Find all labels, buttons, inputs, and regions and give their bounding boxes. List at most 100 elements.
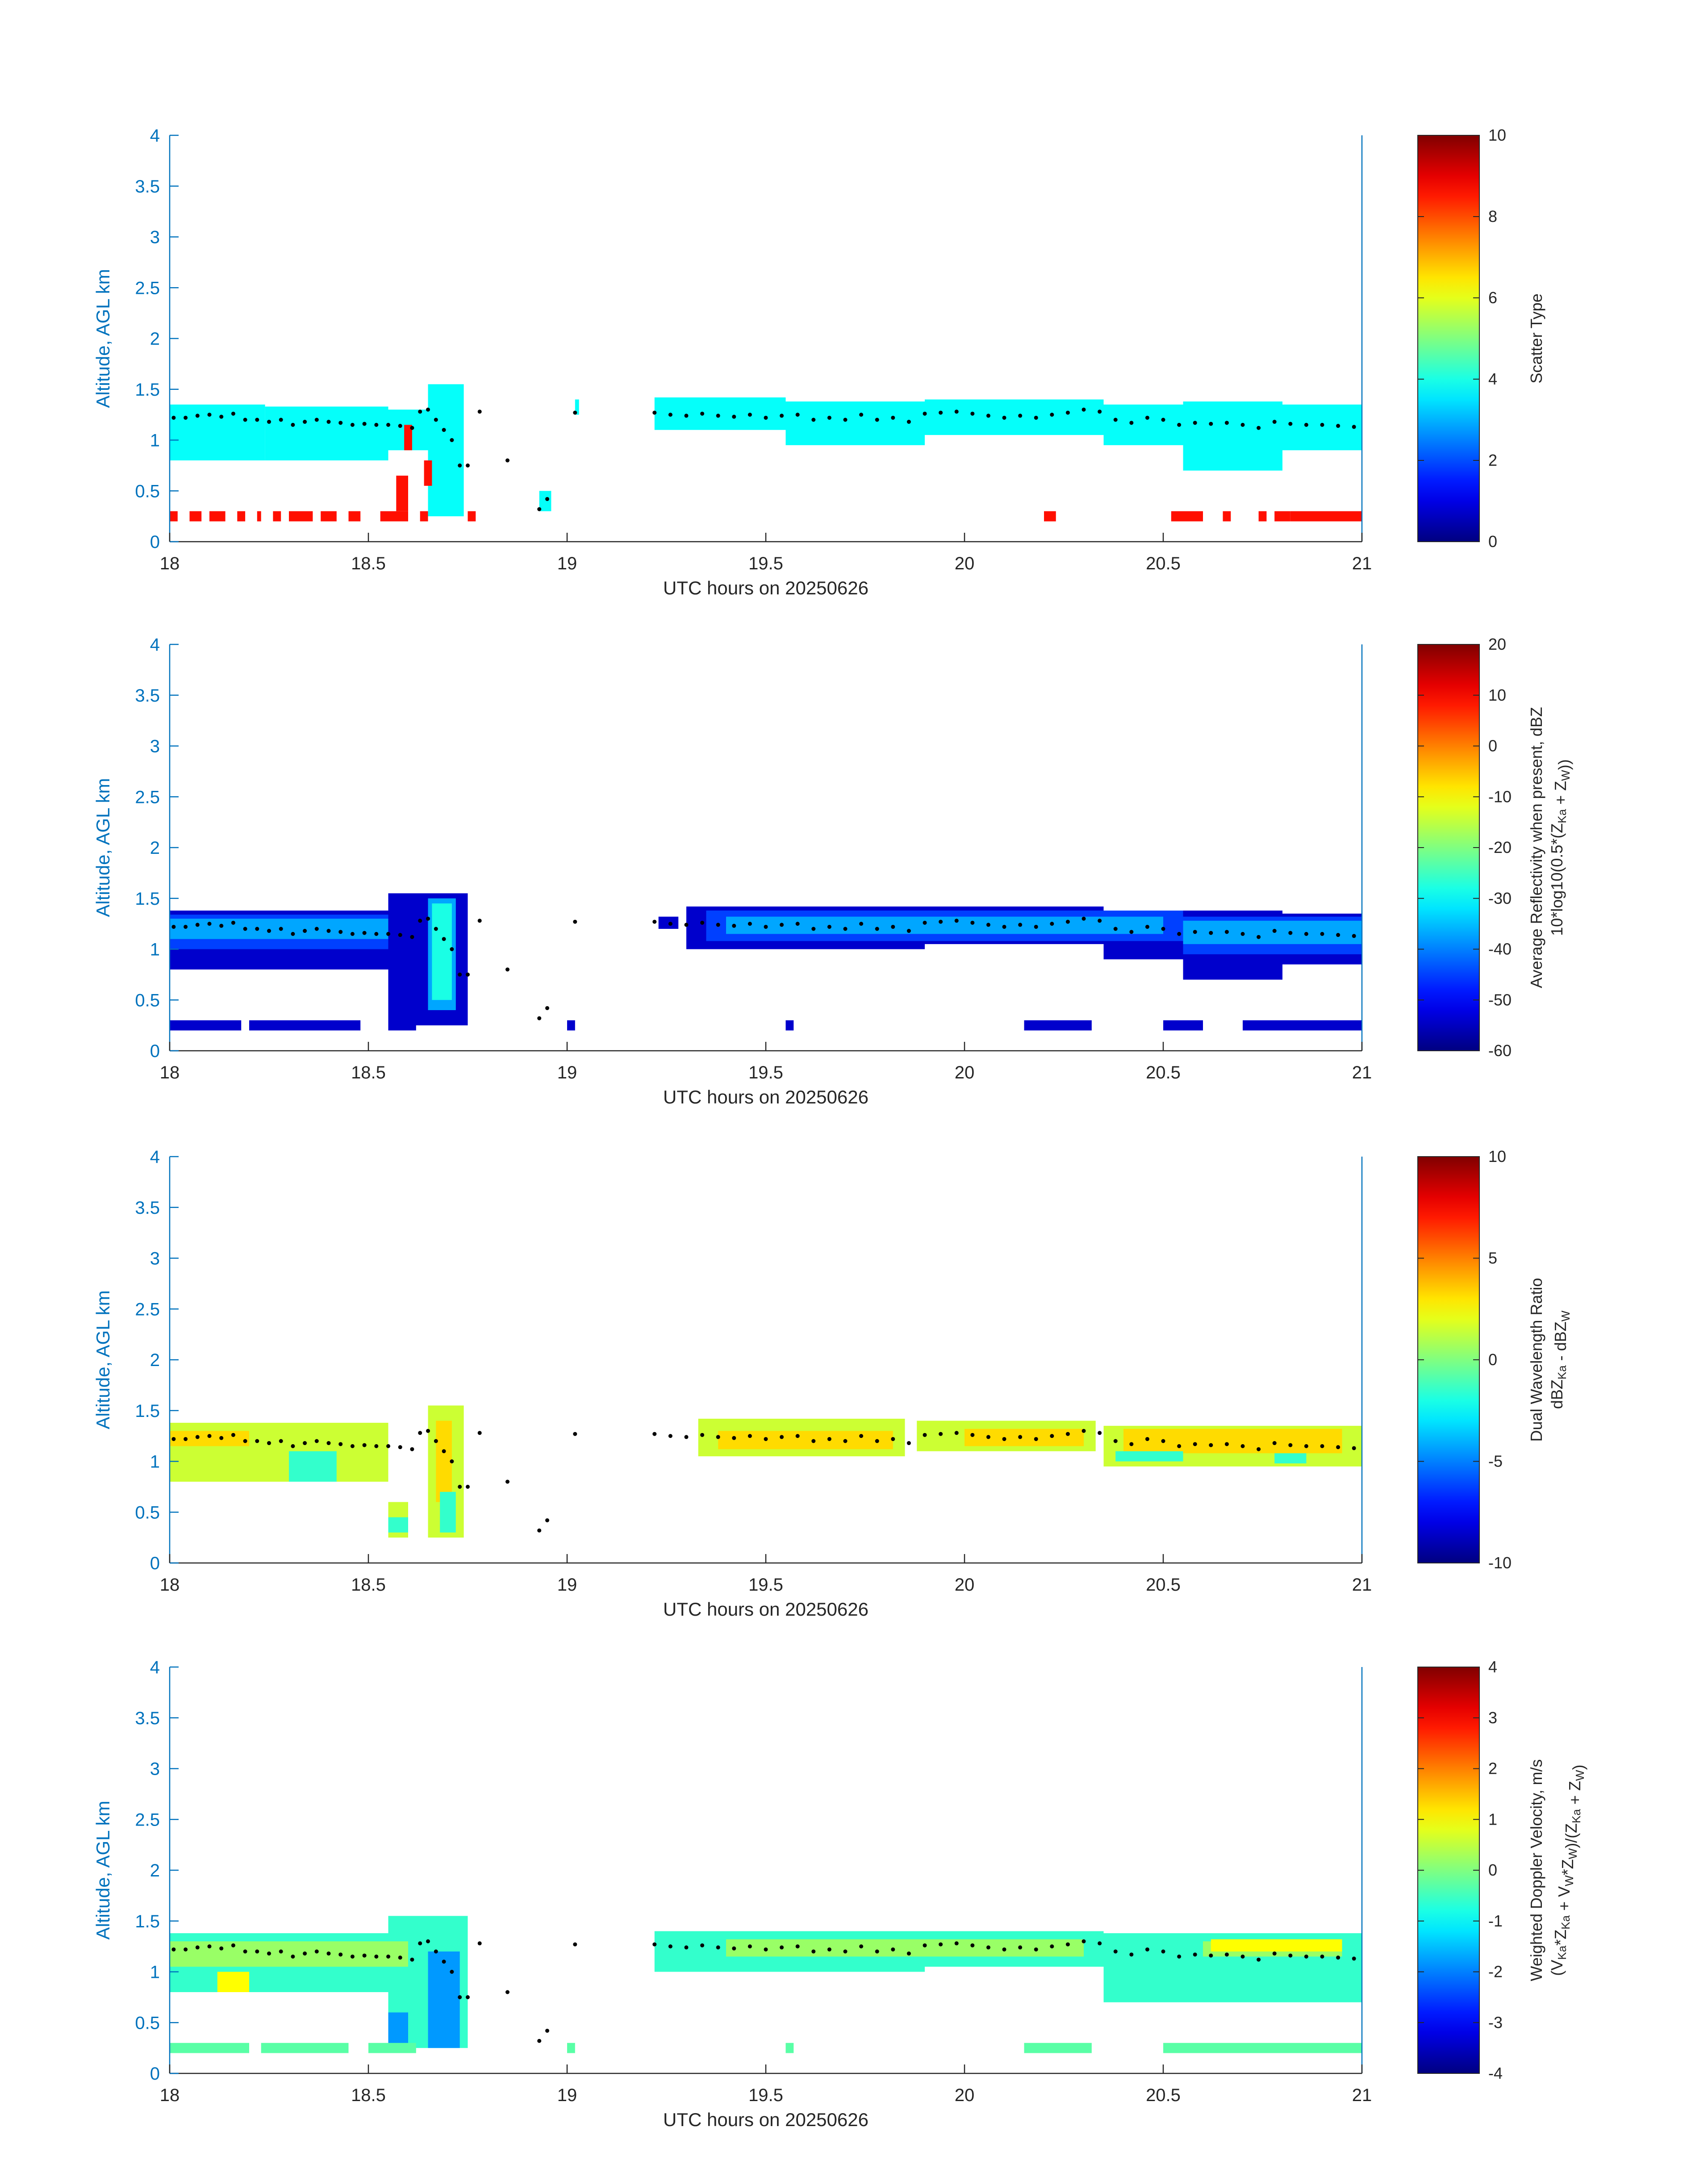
heatmap-cell-4-2	[368, 2043, 416, 2053]
y-tick-label: 1.5	[135, 889, 160, 909]
cloud-base-point	[1240, 932, 1245, 936]
cloud-base-point	[1002, 924, 1006, 929]
cloud-base-point	[374, 1954, 379, 1959]
heatmap-cell-4-3	[567, 2043, 575, 2053]
plot-area	[170, 644, 1362, 1051]
cloud-base-point	[684, 414, 689, 418]
colorbar-tick-label: -50	[1488, 990, 1512, 1009]
heatmap-cell-1-0	[170, 511, 178, 522]
x-tick-label: 19	[557, 1575, 577, 1595]
cloud-base-point	[843, 1949, 848, 1954]
cloud-base-point	[1304, 1444, 1308, 1448]
y-tick-label: 1	[150, 1452, 160, 1472]
cloud-base-point	[171, 1437, 176, 1441]
cloud-base-point	[1113, 1949, 1118, 1954]
cloud-base-point	[684, 1435, 689, 1439]
colorbar-tick-label: 4	[1488, 1658, 1497, 1676]
heatmap-cell-1-20	[1290, 511, 1362, 522]
cloud-base-point	[716, 923, 720, 927]
x-tick-label: 21	[1352, 1063, 1372, 1082]
cloud-base-point	[1272, 1951, 1277, 1956]
cloud-base-point	[231, 920, 235, 925]
cloud-base-point	[859, 1944, 864, 1949]
plot-area	[170, 1157, 1362, 1563]
cloud-base-point	[545, 1518, 549, 1522]
cloud-base-point	[267, 1951, 271, 1956]
cloud-base-point	[326, 1951, 331, 1956]
cloud-base-point	[970, 1433, 975, 1437]
heatmap-cell-2-0	[1211, 1939, 1342, 1951]
heatmap-cell-0-3	[428, 384, 464, 517]
cloud-base-point	[426, 407, 430, 412]
cloud-base-point	[1065, 1432, 1070, 1436]
cloud-base-point	[939, 410, 943, 415]
cloud-base-point	[442, 1960, 446, 1964]
cloud-base-point	[1257, 1447, 1261, 1451]
cloud-base-point	[891, 415, 895, 420]
x-tick-label: 20.5	[1146, 2085, 1181, 2105]
y-tick-label: 0	[150, 2064, 160, 2084]
cloud-base-point	[1018, 1945, 1023, 1950]
panel-3: 0 0.5 1 1.5 2 2.5 3 3.5 4 18 18.5 19 19.5 20 20.5 21 UTC…	[92, 1147, 1572, 1620]
heatmap-cell-2-1	[726, 916, 1163, 934]
heatmap-cell-1-0	[718, 1431, 893, 1450]
cloud-base-point	[184, 1947, 188, 1951]
cloud-base-point	[1098, 1941, 1102, 1946]
cloud-base-point	[326, 1441, 331, 1446]
x-tick-label: 18	[160, 554, 180, 573]
colorbar-tick-label: 0	[1488, 1861, 1497, 1879]
heatmap-cell-1-6	[289, 511, 313, 522]
cloud-base-point	[1257, 935, 1261, 939]
cloud-base-point	[954, 409, 959, 414]
colorbar-label: Average Reflectivity when present, dBZ	[1527, 707, 1545, 988]
x-axis-label: UTC hours on 20250626	[663, 1599, 869, 1620]
y-tick-label: 3.5	[135, 1709, 160, 1728]
cloud-base-point	[243, 1949, 247, 1954]
heatmap-cell-4-4	[785, 2043, 794, 2053]
cloud-base-point	[374, 932, 379, 936]
heatmap-cell-2-2	[1183, 920, 1362, 944]
cloud-base-point	[537, 507, 542, 511]
y-tick-label: 0.5	[135, 990, 160, 1010]
cloud-base-point	[477, 1941, 482, 1946]
cloud-base-point	[827, 924, 831, 929]
cloud-base-point	[398, 1445, 402, 1450]
cloud-base-point	[418, 919, 422, 923]
cloud-base-point	[1018, 414, 1023, 418]
cloud-base-point	[1129, 1952, 1134, 1957]
x-axis-label: UTC hours on 20250626	[663, 577, 869, 598]
cloud-base-point	[1145, 924, 1149, 929]
cloud-base-point	[398, 424, 402, 428]
cloud-base-point	[207, 413, 212, 417]
cloud-base-point	[442, 428, 446, 432]
cloud-base-point	[780, 414, 784, 418]
x-axis-label: UTC hours on 20250626	[663, 1086, 869, 1107]
cloud-base-point	[1209, 1953, 1213, 1958]
cloud-base-point	[267, 929, 271, 933]
cloud-base-point	[1145, 1437, 1149, 1441]
heatmap-cell-0-2	[658, 916, 679, 929]
cloud-base-point	[255, 1439, 259, 1443]
cloud-base-point	[458, 1995, 462, 1999]
x-tick-label: 20.5	[1146, 1575, 1181, 1595]
colorbar	[1417, 1667, 1480, 2074]
cloud-base-point	[231, 411, 235, 416]
cloud-base-point	[219, 1946, 224, 1951]
colorbar-tick-label: -5	[1488, 1452, 1503, 1471]
x-tick-label: 18.5	[351, 1063, 386, 1082]
x-tick-label: 19.5	[748, 1063, 783, 1082]
cloud-base-point	[545, 497, 549, 501]
y-tick-label: 1.5	[135, 380, 160, 400]
cloud-base-point	[326, 420, 331, 424]
cloud-base-point	[1320, 422, 1324, 427]
cloud-base-point	[795, 1944, 800, 1949]
cloud-base-point	[1082, 1939, 1086, 1943]
y-tick-label: 3.5	[135, 1198, 160, 1218]
heatmap-cell-1-15	[1044, 511, 1056, 522]
cloud-base-point	[466, 972, 470, 977]
cloud-base-point	[1018, 923, 1023, 927]
cloud-base-point	[573, 410, 577, 415]
colorbar-label: Dual Wavelength Ratio	[1527, 1278, 1545, 1442]
colorbar-tick-label: -10	[1488, 787, 1512, 806]
